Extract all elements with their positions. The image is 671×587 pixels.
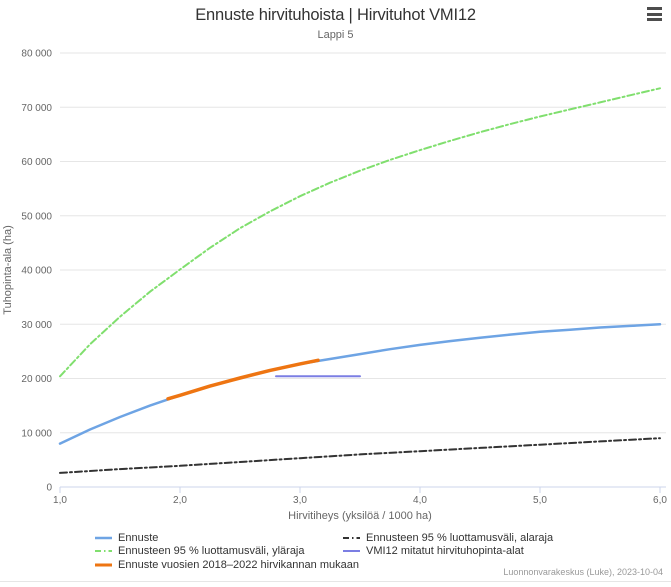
y-axis-title: Tuhopinta-ala (ha) [2,225,14,314]
legend-marker-line [95,563,112,567]
x-tick-label: 3,0 [293,495,307,506]
hamburger-icon [647,12,662,16]
y-tick-label: 10 000 [21,428,52,439]
export-menu-button[interactable] [647,7,662,21]
x-tick-label: 1,0 [53,495,67,506]
legend-marker-line [343,536,360,539]
legend-item[interactable]: Ennuste [95,531,343,545]
credits: Luonnonvarakeskus (Luke), 2023-10-04 [503,567,663,577]
series-line[interactable] [166,358,320,401]
legend-item-label: Ennusteen 95 % luottamusväli, yläraja [118,545,305,558]
legend-marker-line [95,536,112,539]
legend-item[interactable]: Ennusteen 95 % luottamusväli, alaraja [343,531,553,545]
y-tick-label: 50 000 [21,211,52,222]
legend-item[interactable]: VMI12 mitatut hirvituhopinta-alat [343,545,553,559]
bottom-divider [0,581,671,582]
legend-item-label: Ennusteen 95 % luottamusväli, alaraja [366,531,554,544]
legend-marker-line [95,550,112,553]
x-tick-label: 4,0 [413,495,427,506]
y-tick-label: 80 000 [21,49,52,60]
series-line[interactable] [59,437,661,474]
x-tick-label: 2,0 [173,495,187,506]
y-tick-label: 60 000 [21,157,52,168]
y-tick-label: 30 000 [21,320,52,331]
hamburger-icon [647,18,662,21]
x-tick-label: 5,0 [533,495,547,506]
y-tick-label: 0 [46,483,52,494]
hamburger-icon [647,7,662,10]
legend: Ennuste Ennusteen 95 % luottamusväli, ala… [95,531,553,572]
series-line[interactable] [58,323,662,445]
legend-item-label: Ennuste vuosien 2018–2022 hirvikannan mu… [118,558,359,571]
y-tick-label: 20 000 [21,374,52,385]
x-tick-label: 6,0 [653,495,667,506]
x-axis-title: Hirvitiheys (yksilöä / 1000 ha) [288,510,432,522]
plot-area: 0 10 000 20 000 30 000 40 000 50 000 60 000 70 … [2,49,667,523]
legend-item-label: VMI12 mitatut hirvituhopinta-alat [366,545,524,558]
legend-item[interactable]: Ennuste vuosien 2018–2022 hirvikannan mu… [95,558,359,572]
series-line[interactable] [59,87,661,378]
y-tick-label: 70 000 [21,103,52,114]
chart-subtitle: Lappi 5 [317,29,354,41]
chart-title: Ennuste hirvituhoista | Hirvituhot VMI12 [195,6,476,24]
y-tick-label: 40 000 [21,266,52,277]
legend-marker-line [343,550,360,553]
legend-item[interactable]: Ennusteen 95 % luottamusväli, yläraja [95,545,343,559]
legend-item-label: Ennuste [118,531,159,544]
